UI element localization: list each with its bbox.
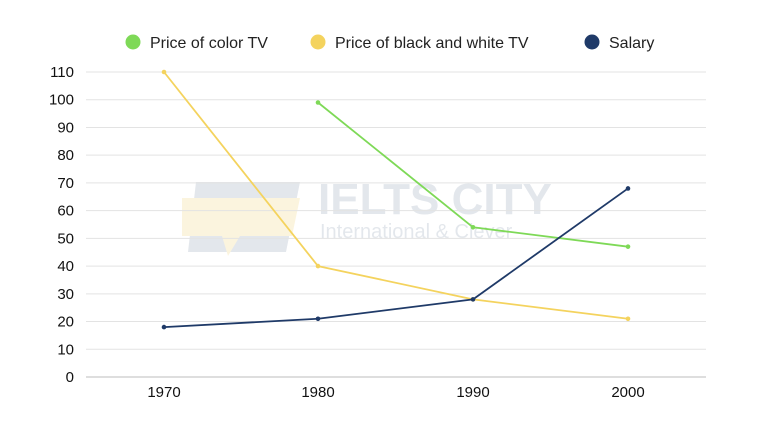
watermark-logo-icon <box>182 182 300 256</box>
x-tick-label: 1990 <box>456 384 489 401</box>
data-point <box>161 69 167 75</box>
legend-label: Price of black and white TV <box>335 35 529 52</box>
series-2 <box>161 69 631 322</box>
watermark-brand: IELTS CITY <box>318 175 552 224</box>
data-point <box>470 224 476 230</box>
y-tick-label: 90 <box>57 119 74 136</box>
axes: 0 10 20 30 40 50 60 70 80 90 100 110 1970 1980 1990 200… <box>49 64 706 401</box>
watermark-tagline: International & Clever <box>320 221 513 243</box>
x-tick-label: 2000 <box>611 384 644 401</box>
data-point <box>625 186 631 191</box>
x-tick-label: 1970 <box>147 384 180 401</box>
y-tick-label: 70 <box>57 175 74 192</box>
y-tick-label: 80 <box>57 147 74 164</box>
legend-swatch <box>125 34 141 50</box>
legend: Price of color TV Price of black and whit… <box>125 34 654 52</box>
y-tick-label: 10 <box>57 341 74 358</box>
y-tick-label: 30 <box>57 286 74 303</box>
data-point <box>470 297 476 302</box>
grid-lines <box>86 71 706 350</box>
data-point <box>161 324 167 330</box>
y-tick-label: 100 <box>49 92 74 109</box>
legend-item: Salary <box>584 34 654 52</box>
legend-item: Price of color TV <box>125 34 268 52</box>
y-tick-label: 50 <box>57 230 74 247</box>
legend-label: Price of color TV <box>150 35 268 52</box>
x-tick-label: 1980 <box>301 384 334 401</box>
series-line <box>163 71 629 320</box>
y-tick-label: 110 <box>50 64 74 81</box>
series-group <box>161 69 631 330</box>
data-point <box>625 244 631 249</box>
y-tick-label: 60 <box>57 203 74 220</box>
series-1 <box>315 100 631 249</box>
y-tick-label: 0 <box>66 369 74 386</box>
legend-swatch <box>310 34 326 50</box>
data-point <box>625 316 631 322</box>
y-tick-label: 20 <box>57 314 74 331</box>
series-3 <box>161 186 631 330</box>
watermark: IELTS CITY International & Clever <box>182 175 552 256</box>
series-line <box>163 187 629 328</box>
data-point <box>315 100 321 105</box>
legend-item: Price of black and white TV <box>310 34 529 52</box>
data-point <box>315 263 321 269</box>
legend-label: Salary <box>609 35 654 52</box>
data-point <box>315 316 321 322</box>
y-tick-label: 40 <box>57 258 74 275</box>
legend-swatch <box>584 34 600 50</box>
